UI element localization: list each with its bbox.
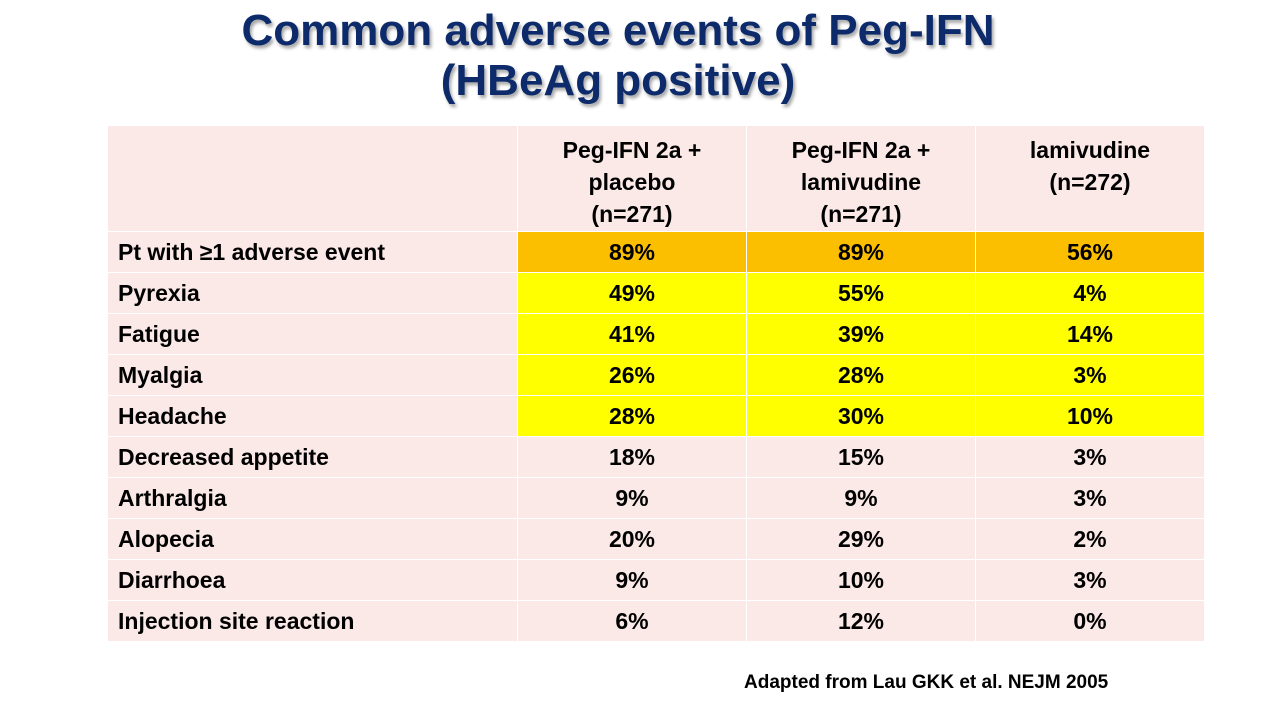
table-cell: 89% [517, 231, 747, 273]
table-row: Fatigue 41% 39% 14% [107, 313, 1205, 355]
citation: Adapted from Lau GKK et al. NEJM 2005 [744, 672, 1109, 693]
table-cell: 4% [975, 272, 1205, 314]
adverse-events-table: Peg-IFN 2a + placebo (n=271) Peg-IFN 2a … [107, 125, 1205, 642]
table-cell: 10% [975, 395, 1205, 437]
table-cell: 49% [517, 272, 747, 314]
table-row: Injection site reaction 6% 12% 0% [107, 600, 1205, 642]
table-row: Pyrexia 49% 55% 4% [107, 272, 1205, 314]
table-header-row: Peg-IFN 2a + placebo (n=271) Peg-IFN 2a … [107, 125, 1205, 232]
row-label: Pyrexia [107, 272, 518, 314]
column-header-line: lamivudine [800, 169, 922, 195]
slide-title: Common adverse events of Peg-IFN (HBeAg … [0, 6, 1236, 106]
table-cell: 9% [517, 477, 747, 519]
table-cell: 3% [975, 477, 1205, 519]
table-row: Myalgia 26% 28% 3% [107, 354, 1205, 396]
row-label: Decreased appetite [107, 436, 518, 478]
row-label: Fatigue [107, 313, 518, 355]
table-cell: 28% [746, 354, 976, 396]
table-cell: 14% [975, 313, 1205, 355]
table-row: Decreased appetite 18% 15% 3% [107, 436, 1205, 478]
table-cell: 2% [975, 518, 1205, 560]
column-header-lamivudine: lamivudine (n=272) [975, 125, 1205, 232]
table-cell: 55% [746, 272, 976, 314]
row-label: Diarrhoea [107, 559, 518, 601]
row-label: Pt with ≥1 adverse event [107, 231, 518, 273]
table-cell: 29% [746, 518, 976, 560]
slide-title-line-2: (HBeAg positive) [440, 56, 796, 105]
table-cell: 20% [517, 518, 747, 560]
table-cell: 0% [975, 600, 1205, 642]
table-cell: 39% [746, 313, 976, 355]
column-header-line: placebo [588, 169, 676, 195]
table-body: Pt with ≥1 adverse event 89% 89% 56% Pyrexia… [107, 231, 1205, 642]
column-header-line: (n=272) [1049, 169, 1131, 195]
table-cell: 3% [975, 436, 1205, 478]
table-row: Diarrhoea 9% 10% 3% [107, 559, 1205, 601]
table-cell: 28% [517, 395, 747, 437]
table-cell: 9% [746, 477, 976, 519]
column-header-line: Peg-IFN 2a + [562, 137, 702, 163]
column-header-line: (n=271) [820, 201, 902, 227]
table-cell: 26% [517, 354, 747, 396]
table-cell: 89% [746, 231, 976, 273]
row-label: Alopecia [107, 518, 518, 560]
row-label: Injection site reaction [107, 600, 518, 642]
row-label: Headache [107, 395, 518, 437]
table-row: Alopecia 20% 29% 2% [107, 518, 1205, 560]
column-header-line: lamivudine [1029, 137, 1151, 163]
table-cell: 6% [517, 600, 747, 642]
row-label: Arthralgia [107, 477, 518, 519]
table-row: Arthralgia 9% 9% 3% [107, 477, 1205, 519]
table-cell: 41% [517, 313, 747, 355]
header-corner-cell [107, 125, 518, 232]
table-cell: 15% [746, 436, 976, 478]
table-cell: 3% [975, 354, 1205, 396]
column-header-peg-ifn-placebo: Peg-IFN 2a + placebo (n=271) [517, 125, 747, 232]
table-row: Pt with ≥1 adverse event 89% 89% 56% [107, 231, 1205, 273]
table-cell: 12% [746, 600, 976, 642]
column-header-peg-ifn-lamivudine: Peg-IFN 2a + lamivudine (n=271) [746, 125, 976, 232]
table-row: Headache 28% 30% 10% [107, 395, 1205, 437]
column-header-line: Peg-IFN 2a + [791, 137, 931, 163]
table-cell: 56% [975, 231, 1205, 273]
slide-title-line-1: Common adverse events of Peg-IFN [241, 6, 995, 55]
column-header-line: (n=271) [591, 201, 673, 227]
table-cell: 10% [746, 559, 976, 601]
table-cell: 30% [746, 395, 976, 437]
row-label: Myalgia [107, 354, 518, 396]
table-cell: 3% [975, 559, 1205, 601]
table-cell: 9% [517, 559, 747, 601]
table-cell: 18% [517, 436, 747, 478]
